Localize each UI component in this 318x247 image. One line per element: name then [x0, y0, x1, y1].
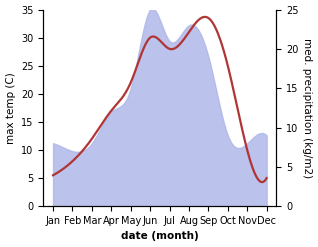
X-axis label: date (month): date (month)	[121, 231, 199, 242]
Y-axis label: max temp (C): max temp (C)	[5, 72, 16, 144]
Y-axis label: med. precipitation (kg/m2): med. precipitation (kg/m2)	[302, 38, 313, 178]
